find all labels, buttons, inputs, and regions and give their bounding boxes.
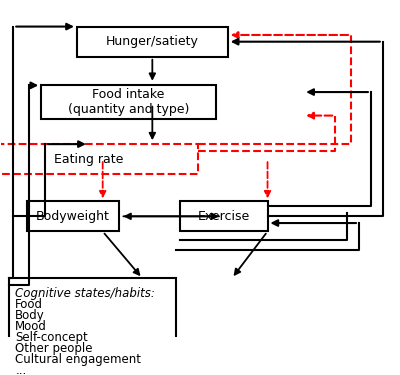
Text: ...: ... [15,364,26,375]
FancyBboxPatch shape [180,201,268,231]
Text: Exercise: Exercise [198,210,250,223]
Text: Mood: Mood [15,320,47,333]
FancyBboxPatch shape [0,144,198,174]
Text: Cognitive states/habits:: Cognitive states/habits: [15,287,155,300]
Text: Hunger/satiety: Hunger/satiety [106,35,199,48]
Text: Food intake
(quantity and type): Food intake (quantity and type) [68,88,189,116]
Text: Cultural engagement: Cultural engagement [15,353,141,366]
Text: Other people: Other people [15,342,93,355]
Text: Body: Body [15,309,45,322]
Text: Bodyweight: Bodyweight [36,210,110,223]
Text: Eating rate: Eating rate [54,153,124,166]
FancyBboxPatch shape [9,279,176,369]
Text: Food: Food [15,298,43,311]
FancyBboxPatch shape [27,201,118,231]
FancyBboxPatch shape [77,27,228,57]
Text: Self-concept: Self-concept [15,331,88,344]
FancyBboxPatch shape [41,86,216,119]
